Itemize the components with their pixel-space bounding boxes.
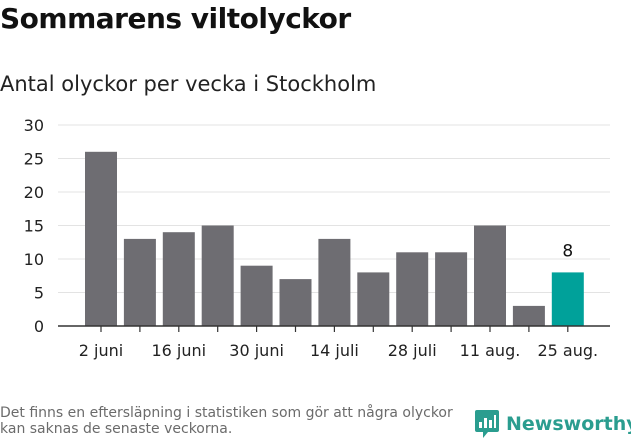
bar xyxy=(162,232,195,326)
footnote: Det finns en eftersläpning i statistiken… xyxy=(0,405,453,437)
x-tick-label: 30 juni xyxy=(229,341,284,360)
y-tick-label: 30 xyxy=(24,116,44,135)
y-tick-label: 0 xyxy=(34,317,44,336)
bar xyxy=(551,272,584,326)
bar-chart: 0 5 10 15 20 25 30 2 juni 16 juni 30 juni 14 juli 2… xyxy=(24,116,610,360)
bar xyxy=(396,252,429,326)
y-tick-label: 20 xyxy=(24,183,44,202)
newsworthy-logo-icon xyxy=(475,410,499,438)
bar xyxy=(85,151,117,326)
bar xyxy=(357,272,390,326)
bar xyxy=(318,238,351,326)
bar xyxy=(201,225,234,326)
x-tick-label: 28 juli xyxy=(388,341,437,360)
chart-subtitle: Antal olyckor per vecka i Stockholm xyxy=(0,72,377,96)
x-tick-label: 2 juni xyxy=(79,341,123,360)
bar xyxy=(435,252,468,326)
y-tick-label: 25 xyxy=(24,150,44,169)
x-tick-label: 25 aug. xyxy=(537,341,598,360)
chart-title: Sommarens viltolyckor xyxy=(0,2,351,35)
bar xyxy=(512,305,545,326)
x-tick-label: 14 juli xyxy=(310,341,359,360)
bar xyxy=(240,265,273,326)
y-tick-label: 5 xyxy=(34,284,44,303)
data-label: 8 xyxy=(562,241,573,261)
y-tick-label: 10 xyxy=(24,250,44,269)
bar xyxy=(123,238,156,326)
x-tick-label: 16 juni xyxy=(151,341,206,360)
brand-name: Newsworthy xyxy=(506,413,631,435)
bar xyxy=(474,225,506,326)
y-tick-label: 15 xyxy=(24,217,44,236)
x-tick-label: 11 aug. xyxy=(460,341,521,360)
newsworthy-brand[interactable]: Newsworthy xyxy=(474,407,631,441)
bar xyxy=(279,279,312,326)
